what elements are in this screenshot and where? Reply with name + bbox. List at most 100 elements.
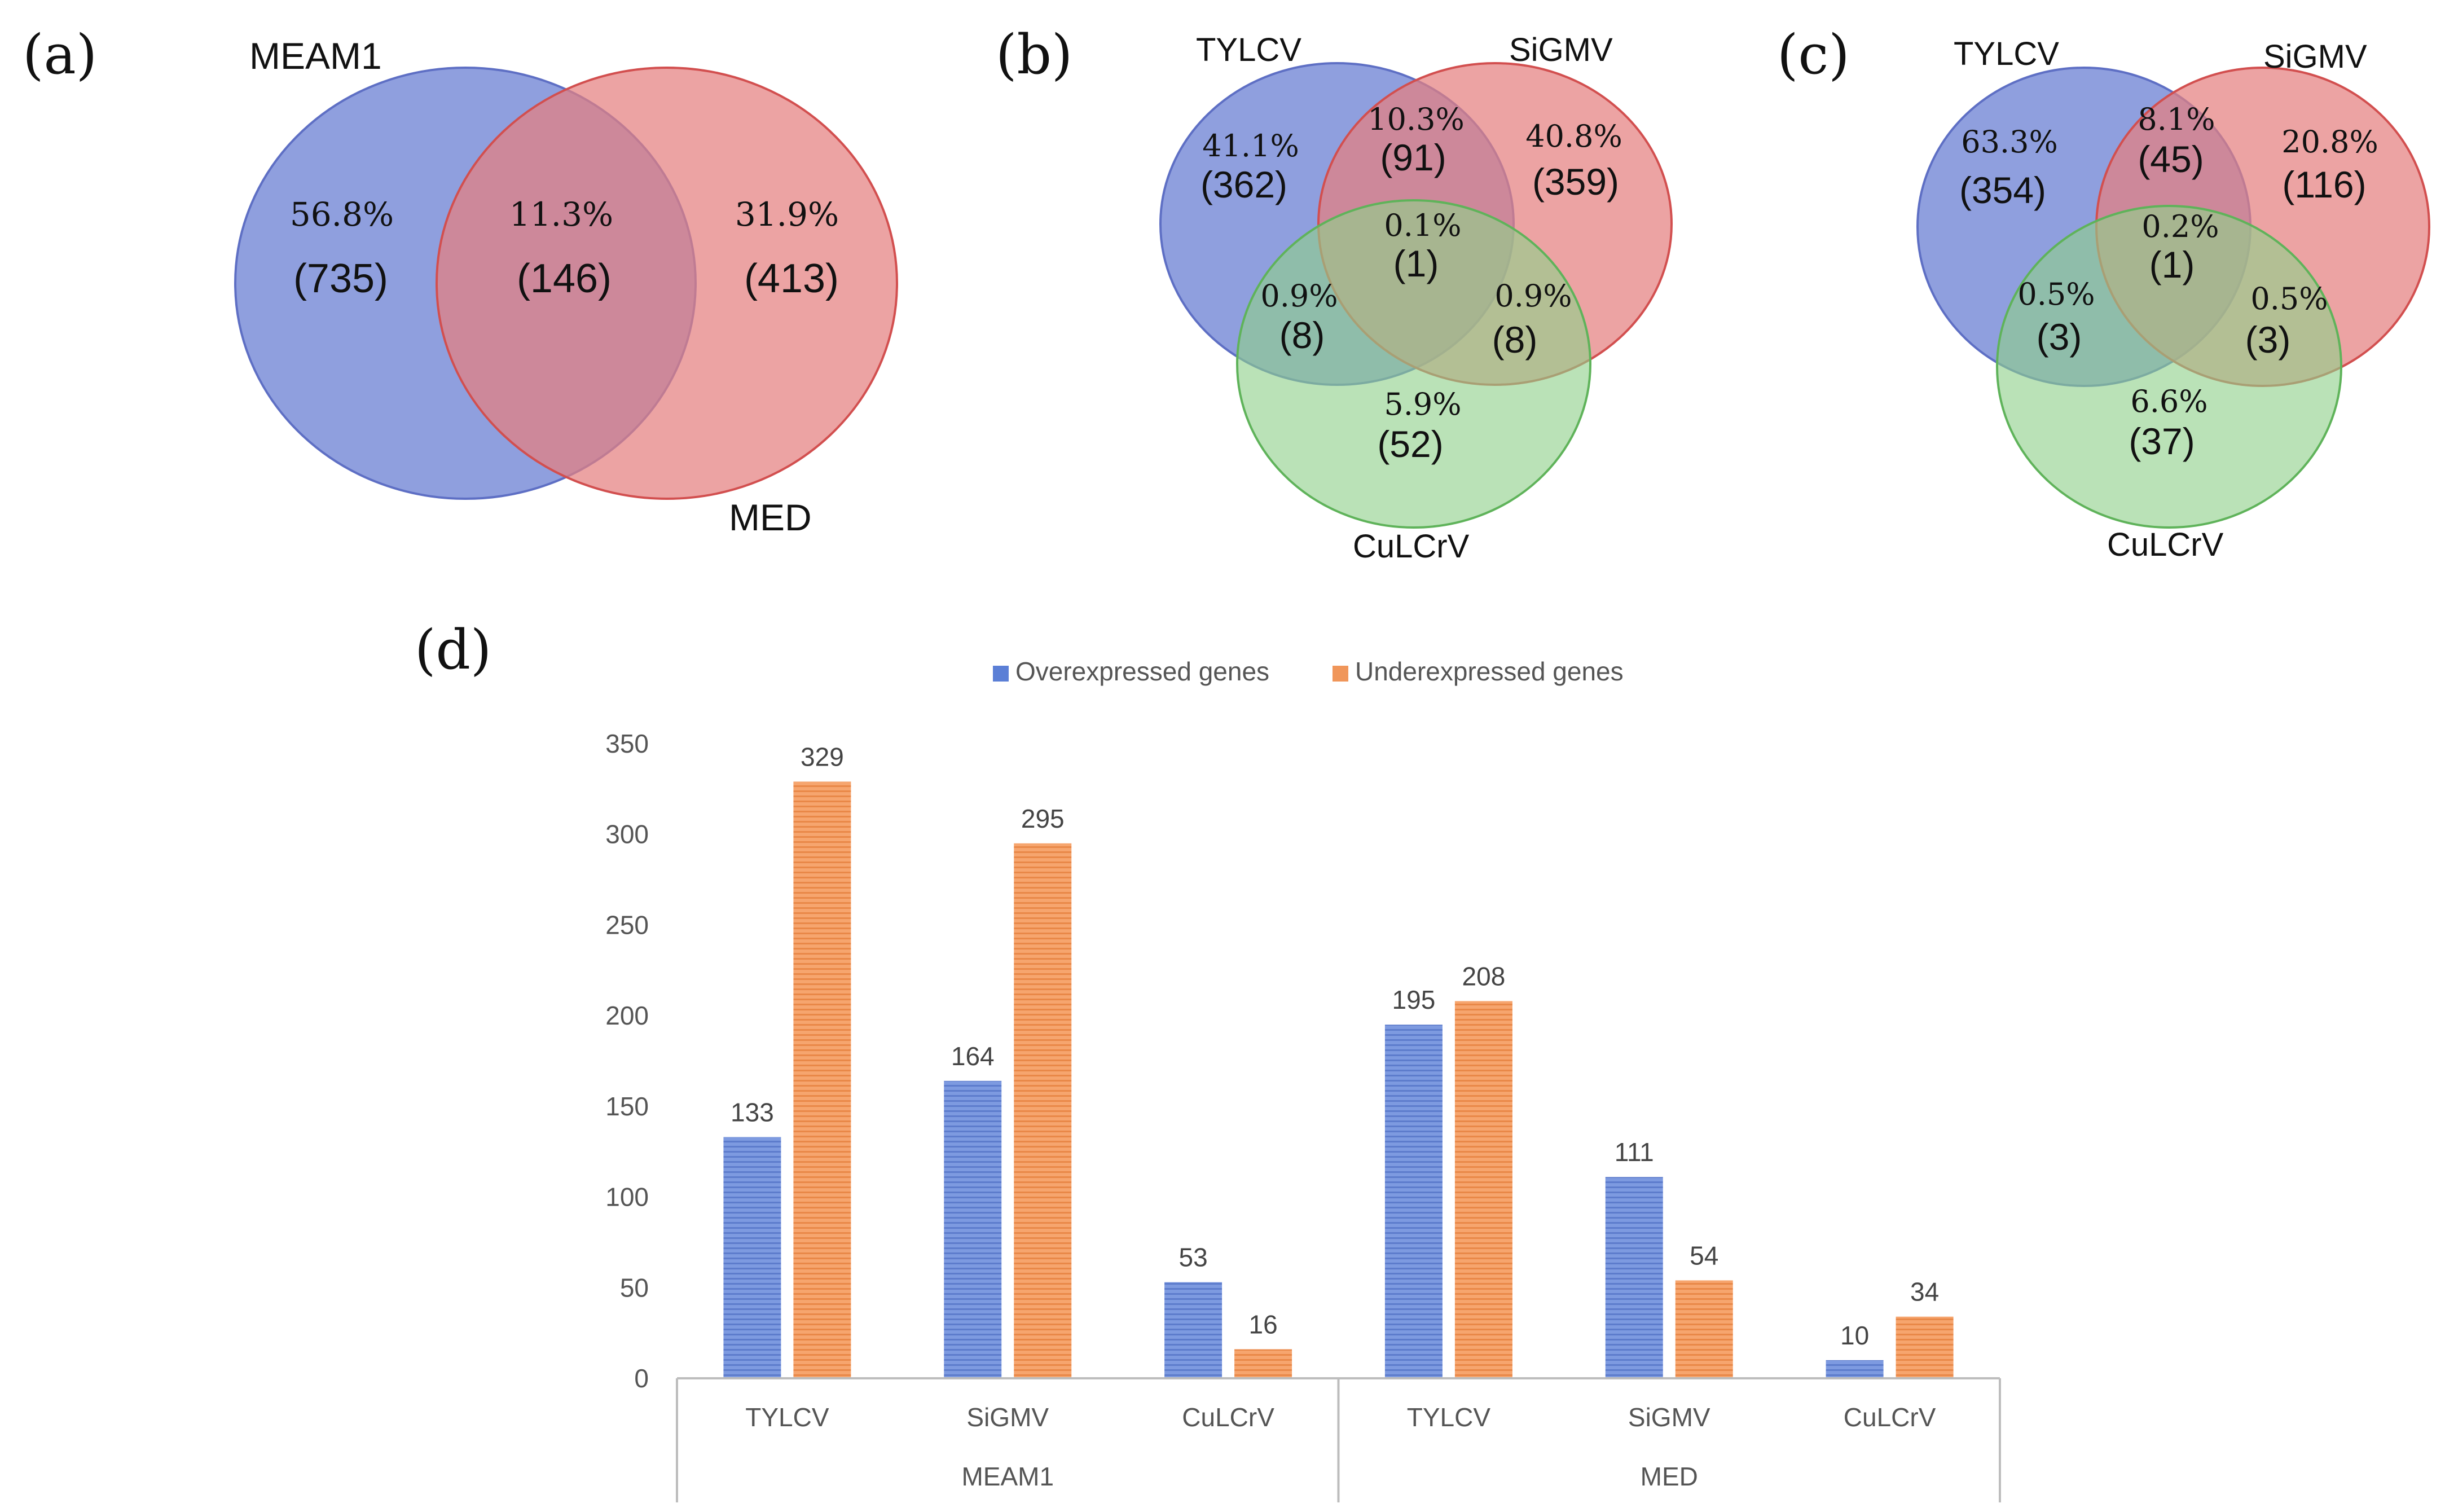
y-tick-label: 0	[634, 1364, 649, 1393]
panel-a-label: (a)	[23, 23, 97, 86]
y-tick-label: 200	[605, 1001, 649, 1030]
region-count-sigmv-only: (359)	[1532, 161, 1619, 203]
region-pct-tylcv-culcrv: 0.9%	[1260, 278, 1338, 314]
bar-value-label: 54	[1690, 1241, 1718, 1270]
panel-b-label: (b)	[996, 23, 1072, 86]
region-count-tylcv-sigmv: (91)	[1380, 137, 1446, 178]
bar-overexpressed-sigmv	[1605, 1177, 1663, 1378]
region-count-tylcv-sigmv: (45)	[2138, 138, 2204, 180]
region-pct-tylcv-culcrv: 0.5%	[2017, 276, 2095, 312]
venn-set-med	[436, 67, 898, 500]
set-label-sigmv: SiGMV	[2263, 38, 2367, 75]
y-tick-label: 350	[605, 729, 649, 758]
region-count-shared: (146)	[517, 256, 612, 301]
panel-c: (c) TYLCV SiGMV CuLCrV 63.3% (354) 8.1% …	[1777, 23, 2430, 563]
legend-label-overexpressed: Overexpressed genes	[1015, 657, 1269, 686]
bar-value-label: 16	[1248, 1310, 1277, 1339]
bar-underexpressed-culcrv	[1896, 1316, 1954, 1378]
x-tick-label: SiGMV	[1628, 1403, 1710, 1432]
region-count-culcrv-only: (52)	[1377, 423, 1443, 465]
region-count-culcrv-only: (37)	[2129, 420, 2195, 462]
bar-overexpressed-tylcv	[1384, 1025, 1443, 1378]
y-tick-label: 150	[605, 1092, 649, 1121]
bar-overexpressed-culcrv	[1164, 1282, 1222, 1378]
set-label-culcrv: CuLCrV	[1353, 528, 1470, 565]
bar-overexpressed-sigmv	[944, 1080, 1002, 1378]
region-count-sigmv-culcrv: (3)	[2245, 319, 2291, 361]
y-tick-label: 100	[605, 1183, 649, 1212]
bar-underexpressed-tylcv	[1454, 1001, 1512, 1378]
y-tick-label: 250	[605, 910, 649, 939]
set-label-meam1: MEAM1	[249, 35, 382, 77]
bar-overexpressed-culcrv	[1826, 1360, 1884, 1378]
region-pct-sigmv-only: 20.8%	[2281, 124, 2378, 160]
region-pct-all-three: 0.1%	[1384, 208, 1461, 243]
y-axis: 0 50 100 150 200 250 300 350	[605, 729, 649, 1393]
region-count-tylcv-only: (362)	[1200, 164, 1287, 205]
region-pct-sigmv-only: 40.8%	[1525, 118, 1622, 154]
x-tick-label: TYLCV	[1407, 1403, 1491, 1432]
region-count-med-only: (413)	[744, 256, 839, 301]
panel-d: (d) Overexpressed genes Underexpressed g…	[415, 618, 2001, 1502]
set-label-med: MED	[729, 496, 812, 538]
bar-overexpressed-tylcv	[723, 1137, 781, 1378]
bar-underexpressed-culcrv	[1234, 1349, 1292, 1378]
legend-swatch-underexpressed	[1333, 666, 1348, 682]
venn-set-culcrv	[1236, 199, 1591, 529]
y-tick-label: 300	[605, 820, 649, 849]
bar-value-label: 164	[951, 1041, 995, 1071]
region-pct-tylcv-sigmv: 8.1%	[2138, 102, 2215, 137]
bar-underexpressed-sigmv	[1675, 1280, 1733, 1378]
legend-swatch-overexpressed	[993, 666, 1009, 682]
region-count-tylcv-culcrv: (3)	[2037, 316, 2082, 358]
region-pct-tylcv-only: 63.3%	[1961, 124, 2058, 160]
region-pct-sigmv-culcrv: 0.5%	[2250, 281, 2328, 317]
chart-legend: Overexpressed genes Underexpressed genes	[993, 657, 1624, 686]
set-label-sigmv: SiGMV	[1509, 32, 1613, 68]
region-count-sigmv-culcrv: (8)	[1492, 319, 1538, 361]
region-count-meam1-only: (735)	[293, 256, 388, 301]
region-pct-culcrv-only: 5.9%	[1384, 386, 1461, 422]
region-pct-tylcv-only: 41.1%	[1202, 128, 1299, 164]
x-group-label: MEAM1	[961, 1462, 1054, 1491]
venn-set-culcrv	[1996, 205, 2342, 529]
region-pct-meam1-only: 56.8%	[290, 195, 394, 234]
set-label-tylcv: TYLCV	[1954, 36, 2059, 72]
x-group-label: MED	[1641, 1462, 1698, 1491]
bar-underexpressed-sigmv	[1014, 843, 1072, 1378]
set-label-tylcv: TYLCV	[1196, 32, 1301, 68]
panel-a: (a) MEAM1 MED 56.8% (735) 11.3% (146) 31…	[23, 23, 898, 538]
region-count-all-three: (1)	[1393, 243, 1439, 284]
bar-value-labels: 133 329 164 295 53 16 195 208 111 54 10 34	[731, 742, 1939, 1350]
x-axis: TYLCV SiGMV CuLCrV MEAM1 TYLCV SiGMV CuLCrV MED	[676, 1377, 2001, 1502]
region-count-tylcv-culcrv: (8)	[1279, 314, 1325, 356]
region-pct-med-only: 31.9%	[735, 195, 839, 234]
x-tick-label: SiGMV	[966, 1403, 1049, 1432]
x-tick-label: TYLCV	[745, 1403, 829, 1432]
bar-value-label: 34	[1910, 1277, 1939, 1307]
x-tick-label: CuLCrV	[1182, 1403, 1274, 1432]
region-pct-all-three: 0.2%	[2141, 209, 2219, 244]
bar-value-label: 329	[801, 742, 844, 772]
region-pct-culcrv-only: 6.6%	[2130, 384, 2207, 419]
x-tick-label: CuLCrV	[1844, 1403, 1936, 1432]
bars	[723, 781, 1954, 1378]
region-pct-shared: 11.3%	[509, 195, 613, 234]
bar-underexpressed-tylcv	[793, 781, 851, 1378]
bar-value-label: 133	[731, 1098, 774, 1127]
set-label-culcrv: CuLCrV	[2107, 526, 2224, 563]
panel-c-label: (c)	[1777, 23, 1850, 86]
panel-d-label: (d)	[415, 618, 491, 682]
bar-value-label: 295	[1021, 804, 1065, 833]
bar-value-label: 53	[1178, 1243, 1207, 1272]
bar-value-label: 208	[1462, 961, 1506, 991]
region-count-sigmv-only: (116)	[2282, 164, 2366, 205]
bar-value-label: 111	[1615, 1137, 1654, 1167]
region-count-tylcv-only: (354)	[1959, 169, 2046, 211]
bar-value-label: 195	[1392, 985, 1436, 1014]
bar-value-label: 10	[1840, 1321, 1869, 1350]
region-count-all-three: (1)	[2149, 244, 2195, 285]
region-pct-tylcv-sigmv: 10.3%	[1367, 102, 1465, 137]
panel-b: (b) TYLCV SiGMV CuLCrV 41.1% (362) 10.3%…	[996, 23, 1673, 565]
